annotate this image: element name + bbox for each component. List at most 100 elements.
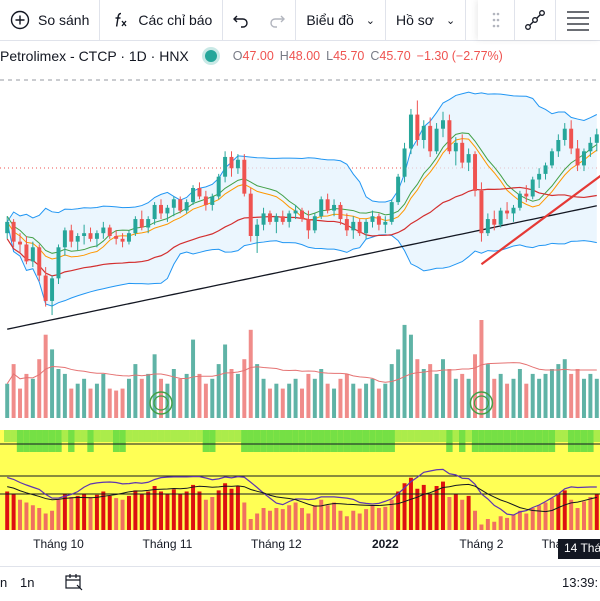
drag-handle[interactable] [478,0,514,40]
volume-bar [293,378,298,418]
ma-long-line [7,205,597,330]
volume-bar [37,359,42,418]
indicator-bar [338,510,343,530]
volume-bar [159,378,163,418]
volume-bar [466,378,471,418]
volume-bar [396,349,401,418]
candle-body [139,219,144,228]
object-tree-button[interactable] [555,0,600,40]
indicator-top-bar [593,430,600,442]
indicator-top-bar [138,430,145,442]
x-axis-tick-label: Tháng 2 [459,537,503,551]
indicator-top-bar [125,430,133,442]
candle-body [280,216,285,222]
volume-bar [229,369,234,418]
annotation-circle[interactable] [149,391,173,415]
indicator-top-bar [157,430,165,442]
volume-bar [408,334,413,418]
candle-body [261,213,266,225]
chart-type-dropdown[interactable]: Biểu đồ ⌄ [296,0,387,40]
trend-line[interactable] [480,174,600,266]
range-button-partial[interactable]: n [0,575,8,590]
volume-bar [18,388,23,418]
indicator-bar [159,491,163,530]
indicator-bar [479,524,484,530]
volume-bar [511,378,516,418]
candle-body [287,213,292,222]
indicator-bar [56,499,61,530]
indicator-bar [594,494,599,530]
profile-label: Hồ sơ [396,12,434,28]
indicator-top-bar [23,430,30,452]
undo-button[interactable] [223,0,259,40]
candle-body [242,159,247,194]
indicator-top-bar [29,430,37,452]
annotation-circle[interactable] [469,391,494,415]
price-chart[interactable]: Tháng 10 Tháng 11 Tháng 12 2022 Tháng 2 Thá [0,70,600,566]
volume-bar [537,378,542,418]
volume-bar [594,378,599,418]
indicator-top-bar [503,430,511,452]
indicator-bar [165,493,170,530]
volume-bar [325,383,330,418]
candle-body [101,227,106,234]
drawing-tool-button[interactable] [514,0,555,40]
indicator-bar [126,495,131,530]
indicator-top-bar [42,430,49,452]
indicator-top-bar [16,430,24,452]
volume-bar [460,373,465,418]
redo-button[interactable] [259,0,297,40]
indicator-bar [408,477,413,530]
indicator-bar [428,494,433,530]
indicator-bar [75,495,80,530]
indicator-bar [415,488,420,530]
high-value: H48.00 [279,49,321,63]
indicator-top-bar [407,430,415,442]
indicator-bar [421,484,426,530]
indicators-button[interactable]: Các chỉ báo [100,0,224,40]
candle-body [466,154,471,163]
indicator-bar [389,499,394,530]
market-status-icon [204,50,217,62]
indicator-bar [229,488,234,530]
candle-body [203,196,208,205]
range-button-1n[interactable]: 1n [20,575,35,590]
indicator-bar [543,502,548,530]
indicator-bar [11,494,16,530]
indicator-bar [242,502,247,530]
indicator-top-bar [68,430,75,452]
indicator-top-bar [414,430,421,442]
compare-button[interactable]: So sánh [0,0,101,40]
indicator-bar [473,510,478,530]
candle-body [524,193,529,197]
indicator-top-bar [420,430,427,442]
volume-bar [24,373,29,418]
date-range-icon[interactable] [64,573,84,594]
candle-body [43,275,48,301]
indicator-top-bar [209,430,216,452]
indicator-top-bar [247,430,254,452]
profile-dropdown[interactable]: Hồ sơ ⌄ [386,0,467,40]
indicator-bar [223,483,228,530]
volume-bar [319,369,324,418]
indicator-top-bar [446,430,453,452]
candle-body [453,142,458,152]
candle-body [517,193,522,208]
candle-body [235,159,240,169]
candle-body [69,230,74,242]
x-axis-tick-label: Tháng 12 [251,537,302,551]
candle-body [492,219,497,225]
x-axis-tick-label: Tháng 11 [143,537,193,551]
indicator-top-bar [439,430,447,442]
volume-bar [107,388,112,418]
candle-body [312,216,317,231]
candle-body [82,233,87,236]
volume-bar [126,378,131,418]
indicator-bar [588,497,593,530]
indicator-top-bar [567,430,575,452]
indicator-bar [287,505,292,530]
candle-body [267,213,272,222]
indicator-bar [505,517,510,530]
indicator-top-bar [61,430,69,442]
crosshair-date-label: 14 Thá [558,539,600,559]
